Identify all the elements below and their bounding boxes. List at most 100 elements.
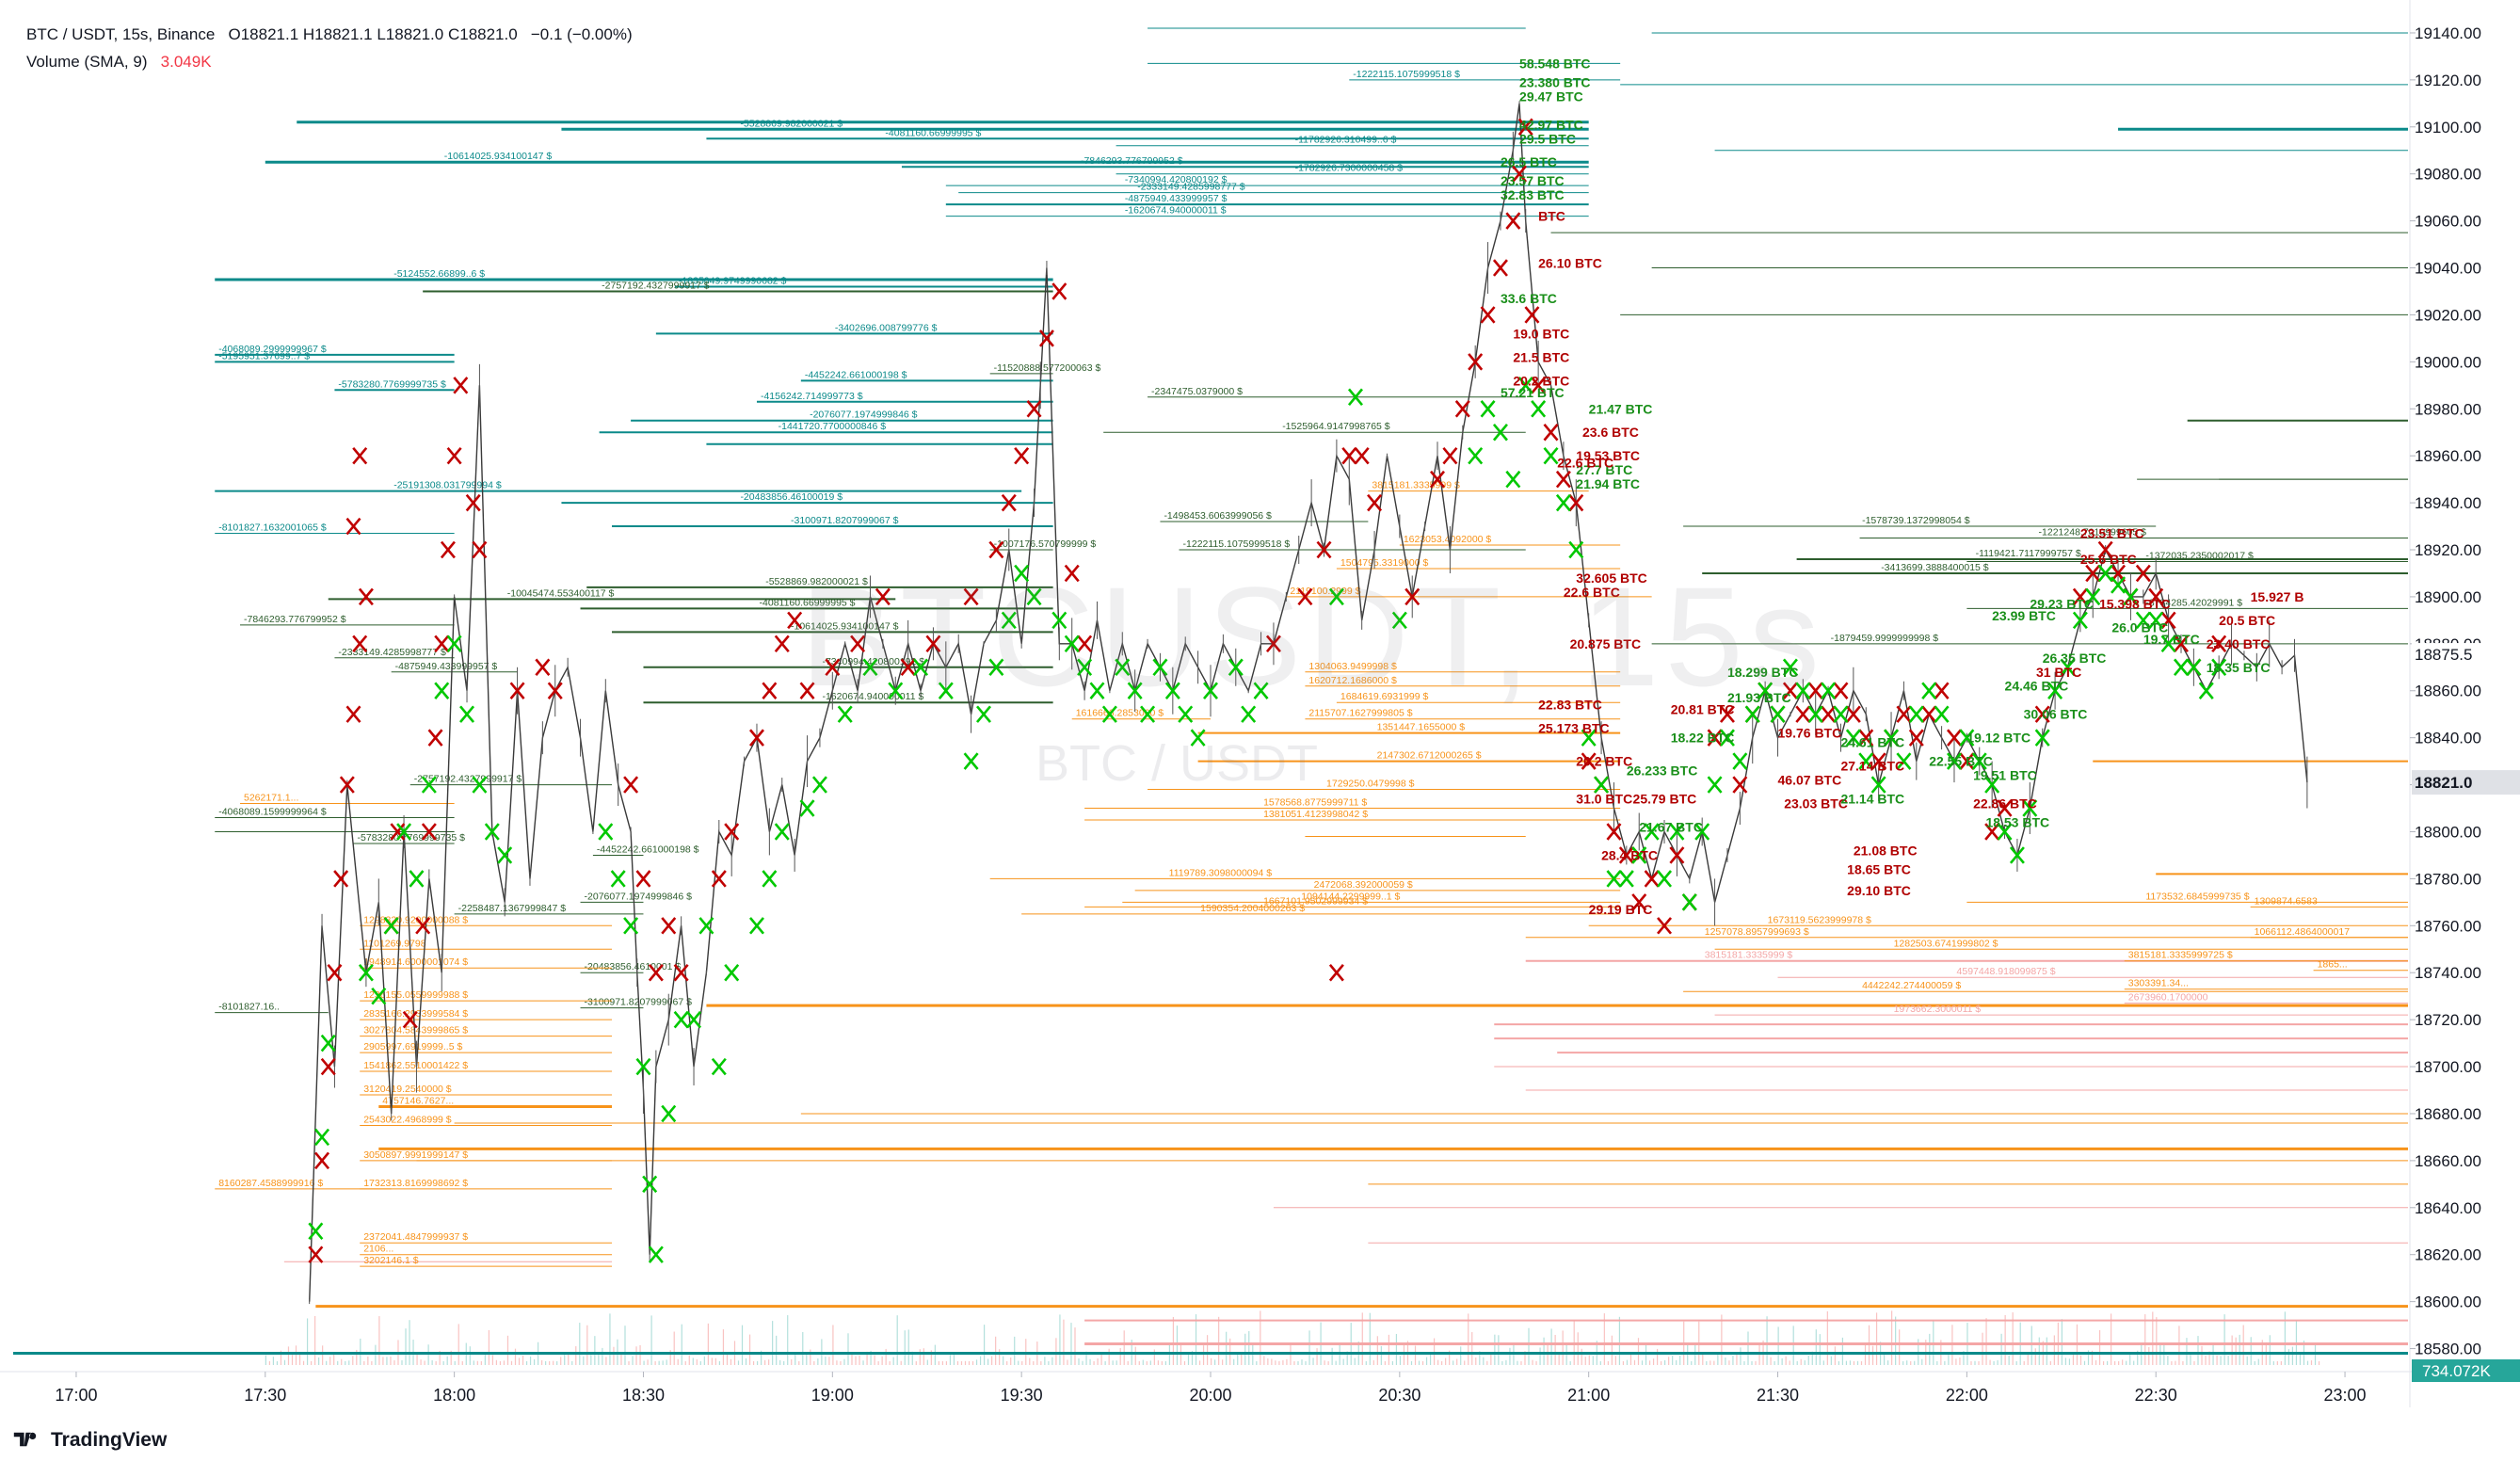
level-label: -7846293.776799952 $ [1081,155,1183,167]
buy-marker [1178,705,1194,723]
level-label: -1782926.7300000458 $ [1295,163,1404,174]
volume-bar [360,1338,361,1365]
level-label: -10614025.934100147 $ [791,620,899,632]
level-label: 1101269.9798 [363,938,426,949]
sell-marker-stroke [339,776,355,794]
volume-bar [1955,1358,1957,1365]
volume-bar [2216,1355,2218,1365]
volume-bar [1815,1329,1817,1365]
volume-bar [2023,1360,2025,1365]
volume-bar [1524,1351,1526,1365]
sell-marker-stroke [453,377,469,394]
volume-bar [1902,1360,1904,1365]
volume-bar [666,1359,667,1365]
btc-label: 21.94 BTC [1576,476,1640,491]
sell-marker [850,635,866,653]
sell-marker [2097,540,2113,559]
volume-bar [1460,1346,1462,1365]
buy-marker [421,776,437,794]
volume-bar [930,1350,932,1365]
volume-bar [1936,1360,1938,1365]
volume-bar [272,1357,275,1365]
sell-marker [352,446,368,465]
buy-marker-stroke [1468,446,1484,465]
sell-marker-stroke [1782,682,1798,699]
volume-bar [2208,1351,2210,1365]
time-tick-label: 19:00 [811,1386,854,1405]
volume-bar [1800,1358,1802,1365]
level-label: 1616666.2853000 $ [1076,708,1164,719]
sell-marker [1669,846,1685,864]
volume-bar [386,1357,388,1365]
volume-bar [1781,1358,1783,1365]
buy-marker [472,776,488,794]
buy-marker-stroke [1870,776,1886,794]
buy-marker-stroke [1921,682,1937,699]
buy-marker-stroke [1997,823,2013,841]
buy-marker [1631,846,1647,864]
sell-marker-stroke [850,635,866,653]
buy-marker-stroke [1253,682,1269,699]
btc-label: 31.0 BTC [1576,792,1632,807]
buy-marker [1707,776,1723,794]
buy-marker [1896,752,1912,770]
sell-marker [900,658,916,677]
sell-marker-stroke [1026,400,1042,418]
symbol-row[interactable]: BTC / USDT, 15s, Binance O18821.1 H18821… [26,21,633,48]
sell-marker-stroke [1858,729,1874,747]
volume-bar [1963,1351,1965,1365]
btc-label: 29.5 BTC [1519,131,1576,146]
sell-marker [1430,470,1446,489]
volume-bar [1384,1360,1386,1365]
buy-marker [975,705,991,723]
sell-marker-stroke [825,658,841,677]
volume-bar [752,1360,755,1365]
level-label: -2347475.0379000 $ [1151,386,1243,397]
volume-histogram [265,1310,2320,1365]
sell-marker-stroke [635,870,651,888]
volume-bar [1433,1338,1436,1365]
btc-label: 18.65 BTC [1847,861,1911,876]
volume-bar [699,1360,701,1365]
buy-marker [988,658,1004,677]
level-label: -11520888.577200063 $ [994,362,1101,374]
level-label: 2372041.4847999937 $ [363,1231,468,1243]
sell-marker-stroke [1341,446,1357,465]
sell-marker [1505,212,1521,230]
buy-marker-stroke [2022,799,2038,817]
volume-row[interactable]: Volume (SMA, 9) 3.049K [26,48,633,75]
volume-bar [2299,1352,2302,1365]
volume-bar [333,1352,335,1365]
volume-bar [1645,1344,1647,1365]
time-axis: 17:00 17:30 18:00 18:30 19:00 19:30 20:00 20:30… [55,1372,2367,1405]
volume-bar [885,1348,887,1365]
sell-marker [1782,682,1798,699]
buy-marker [698,917,714,935]
sell-marker [2148,587,2164,606]
tradingview-logo[interactable]: TradingView [13,1429,167,1452]
buy-marker-stroke [2211,658,2227,677]
level-label: -1221248.7019999605 $ [2039,527,2147,538]
level-label: 1620712.1686000 $ [1308,675,1397,686]
btc-label: 28.4 BTC [1601,847,1658,862]
buy-marker [1253,682,1269,699]
buy-marker [837,705,853,723]
volume-bar [1218,1316,1220,1365]
level-label: -2258487.1367999847 $ [458,903,567,914]
volume-bar [1732,1356,1734,1365]
volume-bar [1078,1358,1080,1365]
buy-marker [314,1128,330,1147]
btc-label: 26.5 BTC [1501,154,1557,169]
buy-marker-stroke [1152,658,1168,677]
buy-marker-stroke [1203,682,1218,699]
volume-bar [1085,1351,1087,1365]
volume-bar [1626,1359,1629,1365]
price-tick-label: 18960.00 [2415,447,2481,465]
sell-marker-stroke [320,1057,336,1076]
volume-bar [525,1361,528,1365]
buy-marker [434,682,450,699]
volume-bar [457,1324,459,1365]
sell-marker-stroke [352,446,368,465]
volume-bar [1142,1359,1144,1365]
